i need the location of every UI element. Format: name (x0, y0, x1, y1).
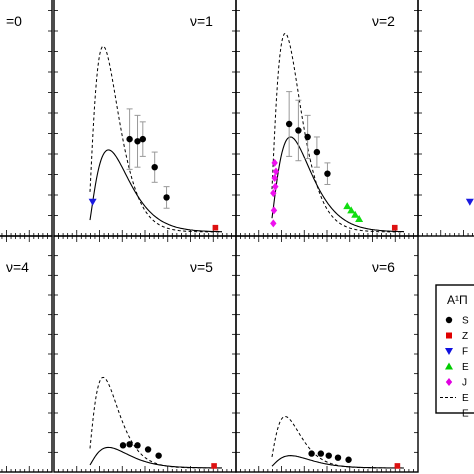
panel-label-v1: ν=1 (190, 13, 213, 29)
panel-v5: ν=5 (53, 235, 237, 473)
data-point-J (270, 219, 277, 228)
data-point-J (271, 158, 278, 167)
panel-frame (53, 0, 237, 237)
panel-label-v5: ν=5 (190, 259, 213, 275)
data-point-S (163, 194, 170, 201)
legend-marker-triangle-up (445, 362, 453, 370)
legend-label: F (462, 347, 468, 358)
panel-v0: =0 (0, 0, 53, 237)
fit-curve-solid (89, 149, 222, 233)
data-point-S (126, 441, 133, 448)
fit-curve-solid (89, 446, 222, 469)
data-point-E (351, 210, 360, 218)
data-point-S (134, 138, 141, 145)
legend-marker-square (446, 332, 452, 339)
legend-label: E (462, 362, 469, 373)
legend-marker-diamond (445, 378, 453, 386)
data-point-S (313, 148, 321, 156)
data-point-S (155, 452, 162, 459)
fit-curve-solid (271, 136, 405, 233)
data-point-S (119, 442, 127, 449)
data-point-S (134, 442, 141, 449)
data-point-Z (212, 224, 219, 231)
data-point-Z (211, 463, 217, 469)
data-point-J (271, 174, 278, 182)
data-point-F (465, 198, 474, 206)
theory-curve-dashed (89, 45, 222, 233)
data-point-S (308, 450, 315, 457)
data-point-S (345, 456, 352, 463)
legend-box (435, 284, 474, 414)
legend-label: S (462, 316, 469, 327)
data-point-S (325, 452, 332, 459)
data-point-J (270, 206, 278, 215)
legend-label: E (462, 409, 469, 420)
data-point-F (88, 198, 97, 206)
fit-curve-solid (271, 455, 404, 469)
data-point-J (272, 167, 280, 176)
panel-label-v2: ν=2 (372, 13, 395, 29)
legend-title: A¹Π (447, 293, 468, 307)
legend-label: Z (462, 331, 468, 342)
panel-v6: ν=6 (235, 235, 419, 473)
data-point-Z (394, 463, 401, 469)
data-point-S (317, 450, 325, 457)
panel-v2: ν=2 (235, 0, 419, 237)
panel-v4: ν=4 (0, 235, 53, 473)
data-point-S (295, 127, 302, 134)
panel-label-v4: ν=4 (6, 259, 29, 275)
panel-frame (0, 0, 53, 237)
data-point-S (334, 454, 342, 461)
legend-marker-circle (445, 316, 453, 324)
data-point-S (151, 164, 158, 171)
data-point-J (270, 189, 277, 198)
data-point-E (355, 215, 364, 223)
data-point-S (144, 446, 152, 453)
theory-curve-dashed (271, 32, 404, 233)
legend-label: J (462, 378, 467, 389)
data-point-Z (391, 224, 398, 231)
data-point-S (304, 133, 311, 141)
panel-frame (235, 0, 419, 237)
data-point-E (347, 206, 356, 214)
data-point-S (126, 135, 133, 143)
data-point-S (324, 170, 331, 177)
panel-v3 (417, 0, 474, 237)
legend-marker-triangle-down (445, 348, 453, 355)
panel-frame (417, 0, 474, 237)
legend-label: E (462, 393, 469, 404)
panel-label-v0: =0 (6, 13, 22, 29)
data-point-S (285, 120, 293, 128)
panel-v1: ν=1 (53, 0, 237, 237)
data-point-J (272, 182, 279, 191)
data-point-E (343, 202, 352, 210)
panel-label-v6: ν=6 (372, 259, 395, 275)
data-point-S (139, 135, 146, 143)
